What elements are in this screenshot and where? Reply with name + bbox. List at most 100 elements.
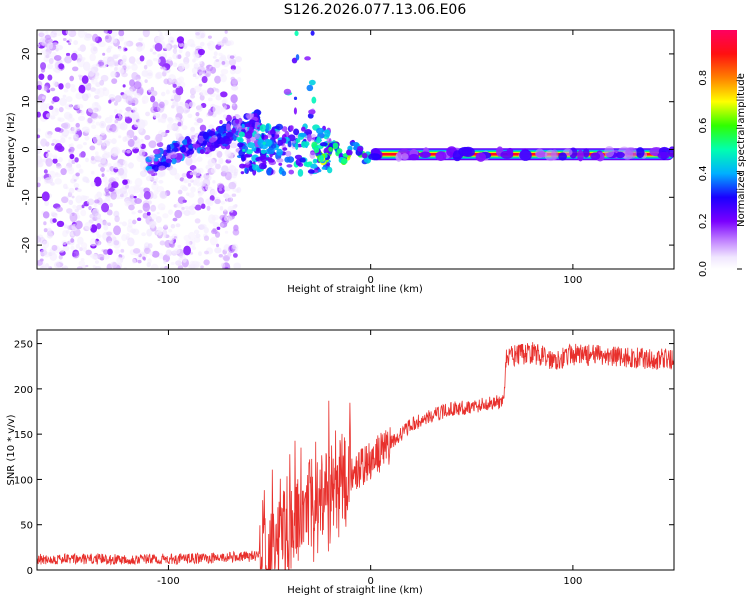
noise-blob — [71, 195, 75, 199]
noise-blob — [108, 99, 112, 104]
noise-blob — [71, 52, 78, 61]
noise-blob — [95, 63, 100, 67]
noise-blob — [167, 36, 175, 45]
noise-blob — [127, 222, 133, 228]
noise-blob — [147, 243, 153, 249]
noise-blob — [174, 132, 180, 137]
noise-blob — [46, 63, 54, 70]
noise-blob — [218, 188, 223, 192]
noise-blob — [157, 30, 162, 33]
noise-blob — [94, 212, 102, 220]
noise-blob — [133, 184, 141, 191]
noise-blob — [69, 213, 73, 216]
noise-blob — [127, 162, 134, 169]
track-blob — [147, 168, 155, 175]
transition-blob — [328, 146, 333, 152]
noise-blob — [189, 130, 195, 136]
noise-blob — [157, 53, 162, 58]
noise-blob — [145, 111, 151, 117]
noise-blob — [128, 88, 133, 93]
noise-blob — [154, 42, 163, 52]
noise-blob — [214, 75, 222, 84]
turbulent-blob — [281, 126, 288, 132]
noise-blob — [47, 228, 52, 231]
turbulent-blob — [246, 149, 253, 155]
noise-blob — [64, 103, 73, 110]
noise-blob — [94, 199, 100, 204]
turbulent-blob — [298, 132, 307, 138]
snr-y-tick-label: 50 — [20, 521, 33, 532]
noise-blob — [172, 62, 178, 68]
noise-blob — [165, 249, 172, 257]
noise-blob — [75, 92, 84, 100]
noise-blob — [231, 193, 237, 197]
turbulent-blob — [309, 151, 316, 159]
noise-blob — [56, 44, 63, 51]
noise-blob — [144, 79, 148, 84]
noise-blob — [232, 228, 240, 236]
noise-blob — [156, 58, 161, 64]
noise-blob — [102, 56, 108, 62]
noise-blob — [158, 179, 164, 184]
noise-blob — [56, 220, 65, 228]
noise-blob — [96, 234, 102, 239]
noise-blob — [233, 171, 238, 176]
turbulent-blob — [307, 169, 315, 174]
noise-blob — [193, 168, 201, 177]
noise-blob — [91, 170, 95, 175]
noise-blob — [94, 194, 99, 200]
turbulent-blob — [327, 166, 333, 174]
turbulent-blob — [258, 155, 266, 160]
noise-blob — [191, 203, 197, 208]
noise-blob — [118, 66, 125, 75]
colorbar-axis: 0.0 0.2 0.4 0.6 0.8 — [698, 70, 742, 277]
noise-blob — [152, 112, 161, 119]
noise-blob — [191, 260, 200, 269]
noise-blob — [38, 73, 45, 80]
turbulent-blob — [301, 126, 306, 132]
noise-blob — [117, 113, 122, 117]
spectrogram-y-axis-label: Frequency (Hz) — [6, 112, 17, 188]
noise-blob — [221, 99, 227, 104]
noise-blob — [187, 182, 192, 187]
noise-blob — [113, 240, 120, 246]
noise-blob — [81, 204, 85, 209]
noise-blob — [149, 48, 154, 53]
noise-blob — [79, 168, 83, 173]
noise-blob — [219, 91, 228, 98]
noise-blob — [71, 159, 76, 165]
noise-blob — [80, 110, 85, 116]
noise-blob — [42, 140, 47, 144]
noise-blob — [148, 251, 154, 256]
track-blob — [153, 148, 161, 155]
noise-blob — [215, 163, 221, 170]
noise-blob — [150, 90, 158, 97]
turbulent-blob — [308, 79, 316, 86]
noise-blob — [45, 113, 52, 119]
turbulent-blob — [259, 124, 267, 132]
noise-blob — [193, 85, 202, 93]
noise-blob — [121, 221, 127, 227]
track-blob — [199, 148, 205, 155]
noise-blob — [170, 98, 174, 102]
noise-blob — [68, 136, 72, 140]
track-blob — [165, 158, 172, 164]
turbulent-blob — [311, 96, 317, 104]
noise-blob — [177, 119, 184, 127]
noise-blob — [40, 50, 47, 55]
noise-blob — [187, 113, 193, 119]
snr-y-axis-label: SNR (10 * v/v) — [6, 414, 17, 485]
noise-blob — [119, 193, 124, 198]
noise-blob — [101, 160, 109, 167]
noise-blob — [224, 171, 233, 181]
noise-blob — [53, 156, 58, 159]
noise-blob — [172, 83, 177, 88]
track-blob — [216, 132, 222, 140]
track-blob — [202, 131, 209, 140]
noise-blob — [207, 35, 212, 39]
track-blob — [208, 137, 216, 143]
noise-blob — [236, 186, 242, 193]
noise-blob — [107, 198, 111, 204]
turbulent-blob — [304, 141, 310, 147]
noise-blob — [100, 145, 106, 151]
